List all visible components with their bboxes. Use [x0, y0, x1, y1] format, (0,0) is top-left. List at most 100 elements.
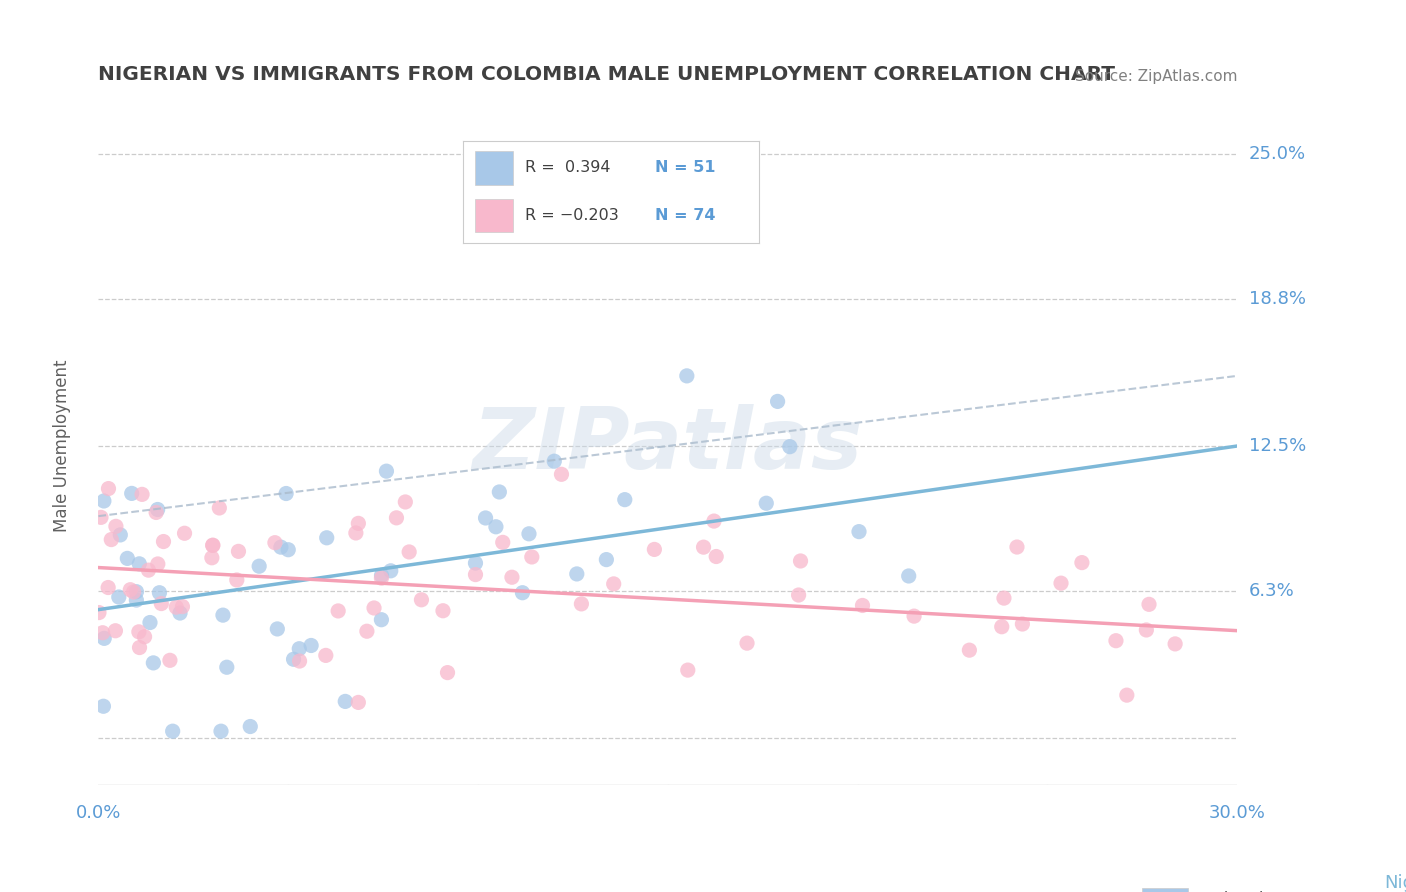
Point [107, 590, 129, 604]
FancyBboxPatch shape [1143, 888, 1188, 892]
Point [993, 591, 1015, 606]
Point [464, 556, 486, 570]
Point [266, 622, 288, 636]
Point [173, 526, 195, 541]
Point [97, 581, 120, 595]
Point [228, 544, 250, 558]
Point [146, 557, 169, 571]
Point [571, 597, 593, 611]
Point [735, 636, 758, 650]
Text: Male Unemployment: Male Unemployment [53, 359, 70, 533]
Point [464, 567, 486, 582]
Point [676, 663, 699, 677]
Point [212, 608, 235, 623]
Point [209, 724, 232, 739]
Point [787, 588, 810, 602]
Point [91, 625, 114, 640]
Text: 0.0%: 0.0% [76, 804, 121, 822]
Point [270, 540, 292, 554]
Point [138, 563, 160, 577]
Point [1011, 617, 1033, 632]
Point [851, 599, 873, 613]
Point [93, 699, 115, 714]
Point [93, 632, 115, 646]
Point [159, 653, 181, 667]
Point [125, 584, 148, 599]
Point [394, 495, 416, 509]
Point [550, 467, 572, 482]
Point [789, 554, 811, 568]
Point [283, 652, 305, 666]
Text: 12.5%: 12.5% [1249, 437, 1306, 455]
Point [779, 440, 801, 454]
Text: 25.0%: 25.0% [1249, 145, 1306, 163]
Point [1070, 556, 1092, 570]
Point [288, 641, 311, 656]
Point [208, 500, 231, 515]
Point [703, 514, 725, 528]
Point [1105, 633, 1128, 648]
Point [315, 648, 337, 663]
Point [276, 486, 298, 500]
Point [162, 724, 184, 739]
Point [239, 719, 262, 733]
Point [104, 519, 127, 533]
Text: Nigerians: Nigerians [1211, 890, 1296, 892]
Point [315, 531, 337, 545]
Point [512, 585, 534, 599]
Text: 30.0%: 30.0% [1209, 804, 1265, 822]
Point [104, 624, 127, 638]
Point [169, 606, 191, 620]
Point [957, 643, 980, 657]
Point [517, 526, 540, 541]
Point [766, 394, 789, 409]
Text: 18.8%: 18.8% [1249, 290, 1306, 308]
Point [520, 549, 543, 564]
Point [990, 620, 1012, 634]
Point [152, 534, 174, 549]
Text: 6.3%: 6.3% [1249, 582, 1295, 600]
Point [288, 654, 311, 668]
Point [356, 624, 378, 639]
Text: Nigerians: Nigerians [1385, 874, 1406, 892]
Point [370, 613, 392, 627]
Point [1135, 623, 1157, 637]
Point [264, 535, 287, 549]
Point [344, 525, 367, 540]
Point [148, 585, 170, 599]
Point [485, 520, 508, 534]
Text: Source: ZipAtlas.com: Source: ZipAtlas.com [1074, 69, 1237, 84]
Point [643, 542, 665, 557]
Point [145, 506, 167, 520]
Point [93, 494, 115, 508]
Point [215, 660, 238, 674]
Point [225, 573, 247, 587]
Point [146, 502, 169, 516]
Point [128, 624, 150, 639]
Point [692, 540, 714, 554]
Point [380, 564, 402, 578]
Point [128, 557, 150, 571]
Point [398, 545, 420, 559]
Point [90, 510, 112, 524]
Text: Nigerians: Nigerians [1364, 874, 1406, 892]
Point [347, 516, 370, 531]
Point [347, 695, 370, 709]
Point [474, 511, 496, 525]
Point [139, 615, 162, 630]
Point [201, 538, 224, 552]
Point [897, 569, 920, 583]
Text: NIGERIAN VS IMMIGRANTS FROM COLOMBIA MALE UNEMPLOYMENT CORRELATION CHART: NIGERIAN VS IMMIGRANTS FROM COLOMBIA MAL… [98, 64, 1115, 84]
Point [1137, 598, 1160, 612]
Point [121, 486, 143, 500]
Point [370, 571, 392, 585]
Point [1115, 688, 1137, 702]
Point [432, 604, 454, 618]
Point [492, 535, 515, 549]
Point [565, 566, 588, 581]
Point [335, 694, 357, 708]
Point [247, 559, 270, 574]
Point [370, 568, 392, 582]
Point [488, 485, 510, 500]
Point [328, 604, 350, 618]
